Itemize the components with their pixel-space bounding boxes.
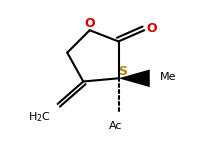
Text: S: S <box>118 65 126 78</box>
Text: H$_2$C: H$_2$C <box>27 110 50 124</box>
Text: O: O <box>145 22 156 35</box>
Polygon shape <box>118 69 149 87</box>
Text: Me: Me <box>159 73 175 82</box>
Text: Ac: Ac <box>108 121 121 131</box>
Text: O: O <box>84 16 94 30</box>
